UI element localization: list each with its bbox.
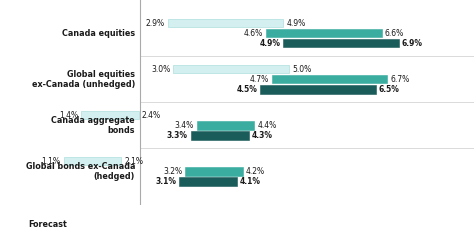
- Text: 4.1%: 4.1%: [240, 177, 261, 186]
- Text: 4.9%: 4.9%: [286, 19, 305, 28]
- Text: Canada equities: Canada equities: [62, 29, 135, 38]
- Bar: [64, 157, 121, 165]
- Text: 6.5%: 6.5%: [379, 85, 400, 94]
- Bar: [272, 75, 387, 84]
- Bar: [283, 39, 399, 48]
- Text: 1.4%: 1.4%: [59, 111, 78, 120]
- Text: 6.9%: 6.9%: [402, 39, 423, 48]
- Text: Global equities
ex-Canada (unhedged): Global equities ex-Canada (unhedged): [32, 69, 135, 89]
- Text: 3.1%: 3.1%: [155, 177, 176, 186]
- Text: 6.6%: 6.6%: [384, 29, 404, 38]
- Bar: [168, 19, 283, 27]
- Text: Forecast: Forecast: [28, 220, 67, 229]
- Bar: [266, 29, 382, 37]
- Text: 4.9%: 4.9%: [259, 39, 280, 48]
- Text: 4.7%: 4.7%: [249, 75, 269, 84]
- Text: 2.4%: 2.4%: [142, 111, 161, 120]
- Text: 4.6%: 4.6%: [244, 29, 263, 38]
- Text: 3.3%: 3.3%: [167, 131, 188, 140]
- Text: 4.5%: 4.5%: [237, 85, 257, 94]
- Text: 3.2%: 3.2%: [163, 167, 182, 176]
- Bar: [173, 65, 289, 73]
- Text: 4.2%: 4.2%: [246, 167, 265, 176]
- Bar: [191, 131, 248, 140]
- Bar: [185, 167, 243, 176]
- Text: 6.7%: 6.7%: [390, 75, 410, 84]
- Text: 2.1%: 2.1%: [124, 157, 143, 166]
- Text: 1.1%: 1.1%: [42, 157, 61, 166]
- Text: Global bonds ex-Canada
(hedged): Global bonds ex-Canada (hedged): [26, 162, 135, 181]
- Text: 3.4%: 3.4%: [174, 121, 194, 130]
- Text: 2.9%: 2.9%: [146, 19, 165, 28]
- Text: Canada aggregate
bonds: Canada aggregate bonds: [52, 116, 135, 135]
- Bar: [81, 111, 139, 119]
- Text: 4.3%: 4.3%: [251, 131, 273, 140]
- Bar: [260, 85, 376, 94]
- Bar: [179, 178, 237, 186]
- Bar: [197, 121, 255, 129]
- Text: 5.0%: 5.0%: [292, 65, 311, 74]
- Text: 4.4%: 4.4%: [257, 121, 276, 130]
- Text: 3.0%: 3.0%: [151, 65, 171, 74]
